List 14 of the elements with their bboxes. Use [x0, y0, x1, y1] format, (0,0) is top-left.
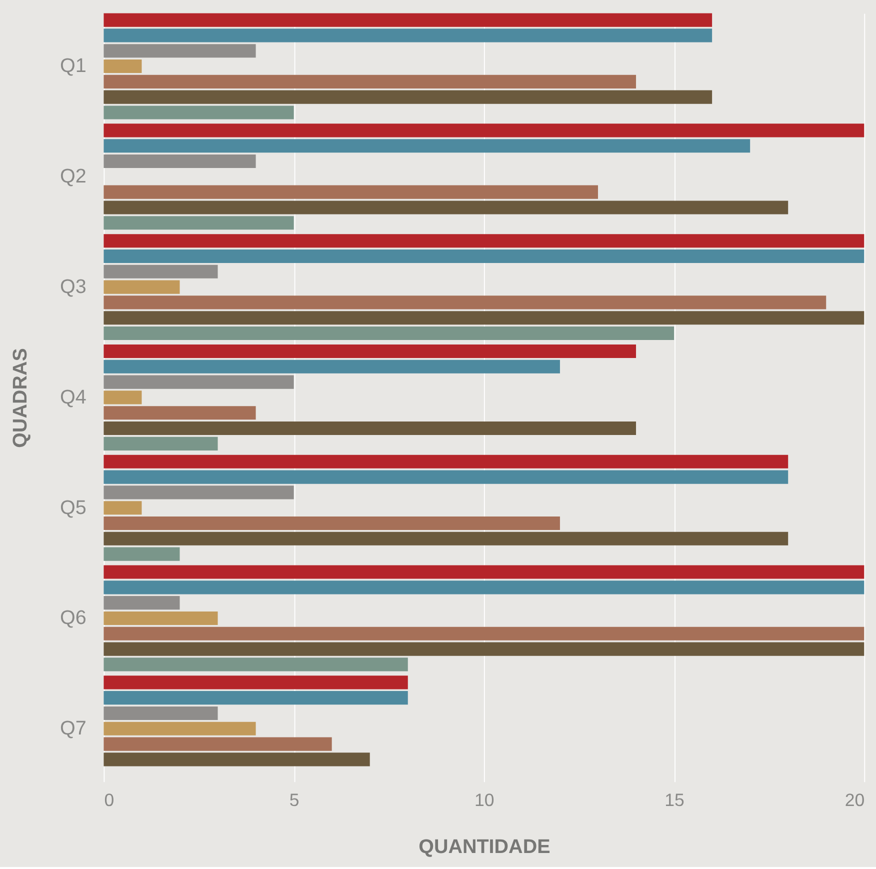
y-axis-title: QUADRAS	[9, 348, 32, 448]
y-tick-label: Q6	[60, 607, 86, 630]
x-tick-label: 0	[104, 790, 114, 810]
x-tick-label: 15	[664, 790, 685, 810]
y-tick-label: Q1	[60, 55, 86, 78]
y-tick-label: Q4	[60, 386, 86, 408]
x-tick-label: 10	[474, 790, 494, 810]
y-tick-label: Q2	[60, 166, 86, 188]
x-tick-label: 20	[844, 790, 865, 810]
x-tick-label: 5	[289, 790, 300, 810]
y-tick-label: Q3	[60, 276, 86, 298]
y-tick-label: Q5	[60, 496, 86, 519]
x-axis-title: QUANTIDADE	[418, 836, 550, 858]
y-tick-label: Q7	[60, 718, 86, 740]
